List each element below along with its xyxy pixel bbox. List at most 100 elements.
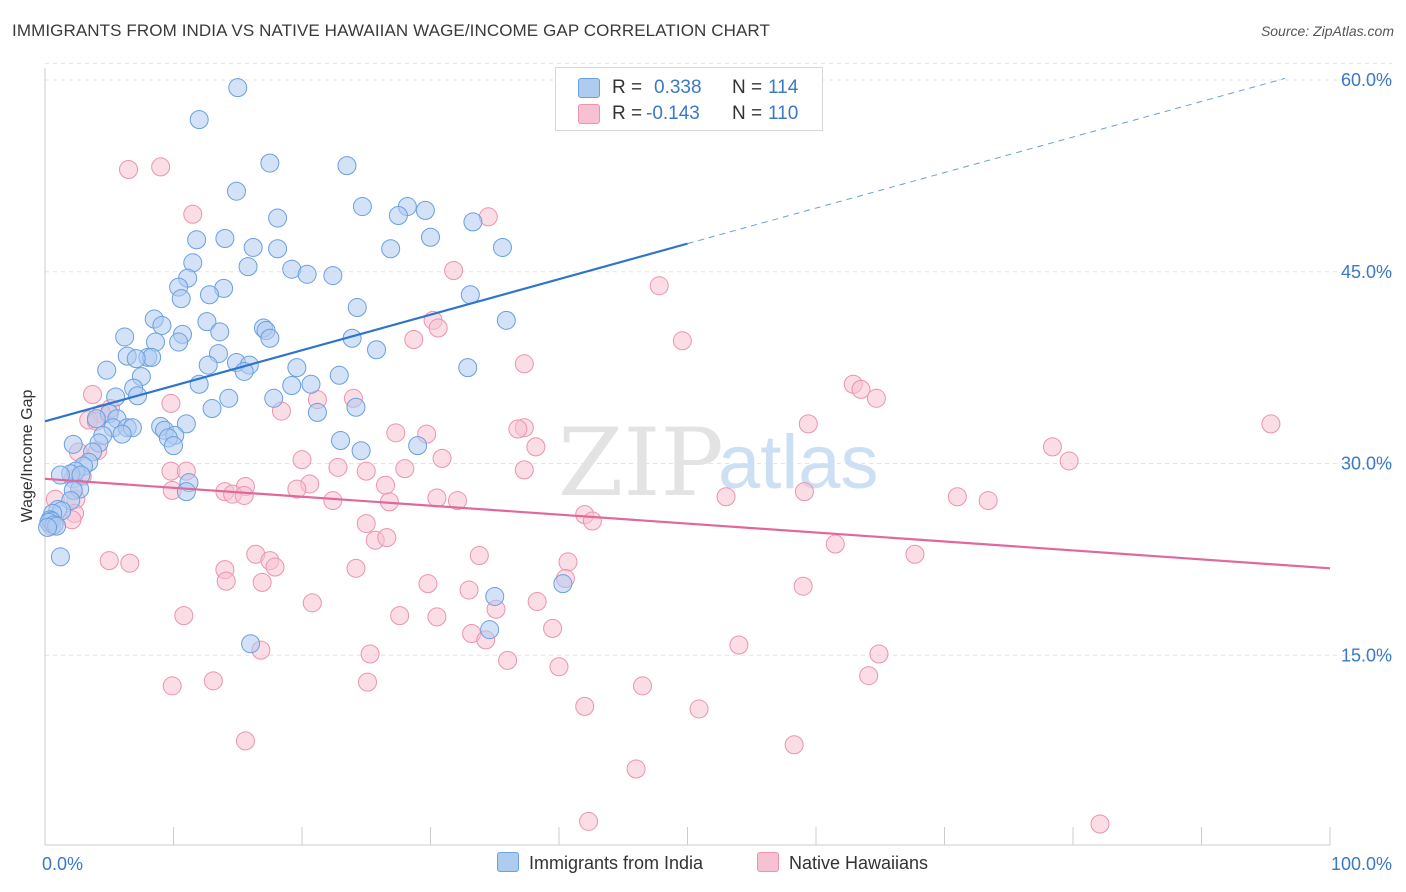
tick-labels: 15.0% 30.0% 45.0% 60.0% 0.0% 100.0%: [42, 70, 1392, 874]
hawaii-point: [579, 811, 599, 831]
hawaii-n-value: 110: [768, 103, 799, 124]
hawaii-point: [444, 260, 464, 280]
hawaii-trend-line: [44, 477, 1331, 570]
india-point: [347, 298, 367, 318]
hawaii-point: [358, 672, 378, 692]
india-point: [169, 332, 189, 352]
hawaii-point: [292, 450, 312, 470]
hawaii-point: [526, 437, 546, 457]
hawaii-point: [356, 461, 376, 481]
india-point: [480, 620, 500, 640]
watermark-zip: ZIP: [558, 409, 724, 518]
hawaii-swatch: [578, 104, 600, 124]
india-point: [496, 310, 516, 330]
hawaii-point: [947, 487, 967, 507]
y-tick-label: 15.0%: [1341, 645, 1392, 665]
india-point: [86, 409, 106, 429]
hawaii-point: [549, 657, 569, 677]
india-point: [301, 374, 321, 394]
india-point: [199, 285, 219, 305]
hawaii-point: [905, 544, 925, 564]
hawaii-point: [161, 393, 181, 413]
hawaii-point: [427, 607, 447, 627]
hawaii-point: [498, 650, 518, 670]
hawaii-point: [432, 448, 452, 468]
india-point: [112, 424, 132, 444]
series-native-hawaiians: [41, 70, 1281, 834]
india-point: [367, 340, 387, 360]
hawaii-point: [866, 388, 886, 408]
india-point: [408, 436, 428, 456]
india-point: [329, 365, 349, 385]
india-point: [50, 547, 70, 567]
hawaii-point: [575, 696, 595, 716]
chart-title: IMMIGRANTS FROM INDIA VS NATIVE HAWAIIAN…: [12, 21, 770, 40]
hawaii-point: [469, 546, 489, 566]
hawaii-point: [784, 735, 804, 755]
india-point: [268, 239, 288, 259]
india-point: [287, 358, 307, 378]
hawaii-point: [390, 606, 410, 626]
hawaii-r-value: -0.143: [646, 103, 700, 124]
bottom-legend-hawaii: Native Hawaiians: [757, 852, 928, 874]
india-point: [189, 110, 209, 130]
india-point: [264, 388, 284, 408]
hawaii-point: [377, 528, 397, 548]
hawaii-point: [328, 457, 348, 477]
india-swatch: [578, 78, 600, 98]
india-point: [243, 237, 263, 257]
india-point: [97, 360, 117, 380]
india-point: [176, 414, 196, 434]
india-point: [307, 402, 327, 422]
india-n-label: N =: [732, 77, 763, 98]
hawaii-point: [582, 511, 602, 531]
india-point: [297, 264, 317, 284]
hawaii-point: [729, 635, 749, 655]
india-point: [282, 376, 302, 396]
hawaii-legend-swatch: [757, 852, 779, 872]
hawaii-point: [672, 331, 692, 351]
india-point: [331, 430, 351, 450]
india-legend-swatch: [497, 852, 519, 872]
x-tick-label: 100.0%: [1331, 854, 1392, 874]
y-axis-label: Wage/Income Gap: [19, 390, 36, 523]
hawaii-point: [252, 572, 272, 592]
india-point: [337, 156, 357, 176]
india-point: [421, 227, 440, 247]
india-point: [381, 239, 401, 259]
india-r-label: R =: [612, 77, 643, 98]
india-point: [187, 230, 207, 250]
bottom-legend-india: Immigrants from India: [497, 852, 703, 874]
y-tick-label: 60.0%: [1341, 70, 1392, 90]
india-point: [198, 355, 218, 375]
india-n-value: 114: [768, 77, 799, 98]
india-point: [202, 399, 222, 419]
hawaii-point: [427, 488, 447, 508]
india-point: [485, 586, 505, 606]
hawaii-point: [119, 159, 139, 179]
hawaii-point: [851, 379, 871, 399]
india-point: [351, 441, 371, 461]
india-point: [241, 634, 261, 654]
hawaii-point: [793, 576, 813, 596]
hawaii-point: [859, 666, 879, 686]
hawaii-point: [395, 459, 415, 479]
hawaii-point: [1090, 814, 1110, 834]
hawaii-point: [356, 514, 376, 534]
hawaii-point: [514, 460, 534, 480]
hawaii-point: [376, 475, 396, 495]
source-label: Source: ZipAtlas.com: [1260, 23, 1394, 39]
hawaii-point: [265, 557, 285, 577]
hawaii-point: [447, 491, 467, 511]
gridlines: [45, 62, 1392, 656]
hawaii-point: [527, 592, 547, 612]
india-point: [268, 208, 288, 228]
hawaii-n-label: N =: [732, 103, 763, 124]
india-point: [171, 289, 191, 309]
india-point: [492, 237, 512, 257]
hawaii-point: [543, 618, 563, 638]
india-point: [260, 153, 280, 173]
india-point: [228, 78, 248, 98]
india-r-value: 0.338: [654, 77, 702, 98]
